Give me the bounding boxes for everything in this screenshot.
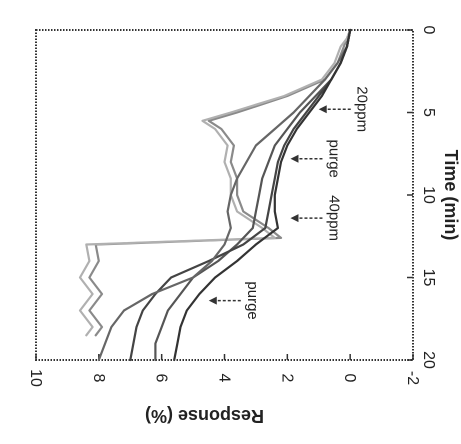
- annotation-arrowhead-2: [290, 214, 299, 223]
- annotation-arrowhead-0: [318, 105, 327, 114]
- series-line-5: [173, 28, 352, 362]
- y-tick-label-2: 2: [278, 374, 295, 383]
- axis-ticks: 0 5 10 15 20 -2 0 2 4 6 8 10: [27, 26, 437, 387]
- series-line-3: [129, 28, 352, 362]
- y-tick-label-6: 10: [27, 369, 44, 387]
- annotation-label-3: purge: [244, 281, 261, 319]
- x-tick-label-1: 5: [420, 108, 437, 117]
- x-tick-label-0: 0: [420, 26, 437, 35]
- y-tick-label-1: 0: [341, 374, 358, 383]
- plot-frame: [35, 29, 414, 361]
- y-tick-label-0: -2: [404, 371, 421, 385]
- annotation-arrowhead-1: [290, 154, 299, 163]
- x-axis-label: Time (min): [441, 150, 461, 241]
- series-line-1: [78, 28, 352, 337]
- series-group: [78, 28, 352, 362]
- y-tick-label-4: 6: [153, 374, 170, 383]
- series-line-4: [97, 28, 352, 362]
- x-tick-label-4: 20: [420, 351, 437, 369]
- y-tick-label-3: 4: [216, 374, 233, 383]
- annotation-label-0: 20ppm: [354, 86, 371, 132]
- series-line-0: [88, 28, 352, 337]
- annotation-label-1: purge: [325, 140, 342, 178]
- y-axis-label: Response (%): [145, 406, 264, 426]
- x-tick-label-3: 15: [420, 269, 437, 287]
- y-tick-label-5: 8: [90, 374, 107, 383]
- annotation-arrowhead-3: [208, 296, 217, 305]
- annotation-label-2: 40ppm: [325, 195, 342, 241]
- annotations-group: 20ppm purge 40ppm purge: [208, 86, 371, 320]
- x-tick-label-2: 10: [420, 186, 437, 204]
